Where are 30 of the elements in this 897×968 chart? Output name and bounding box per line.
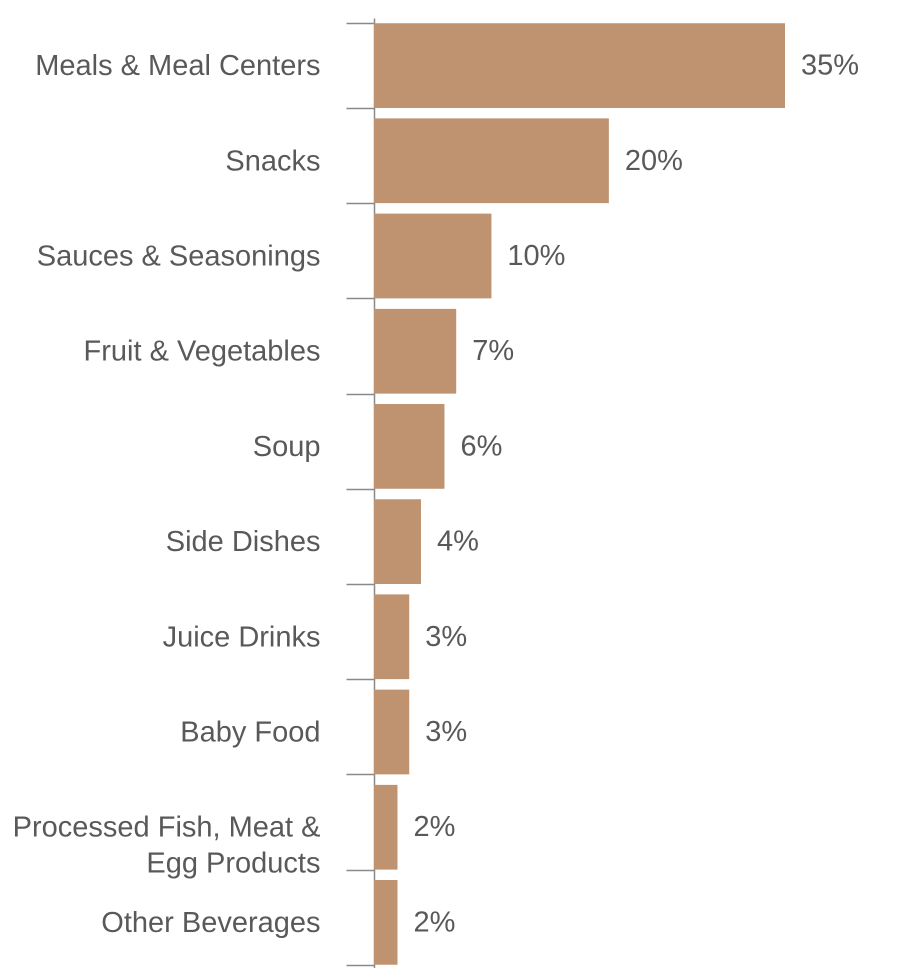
bar	[374, 214, 492, 298]
bar	[374, 118, 609, 204]
data-label: 35%	[801, 50, 860, 82]
y-tick-label: Fruit & Vegetables	[84, 336, 320, 368]
bar	[374, 690, 410, 774]
data-label: 2%	[413, 906, 456, 938]
data-label: 3%	[425, 716, 468, 748]
data-label: 7%	[472, 335, 514, 368]
data-label: 4%	[436, 526, 479, 558]
data-label: 20%	[624, 144, 683, 177]
bar	[374, 308, 456, 394]
y-tick-label: Side Dishes	[166, 526, 320, 558]
data-label: 6%	[460, 430, 502, 462]
bar	[374, 23, 785, 108]
bar	[374, 499, 421, 584]
y-tick-label: Sauces & Seasonings	[36, 240, 320, 272]
bar	[374, 784, 398, 870]
y-tick-label: Soup	[252, 430, 320, 463]
y-tick-label: Baby Food	[180, 716, 320, 748]
data-label: 2%	[413, 811, 456, 844]
bar	[374, 404, 444, 489]
bar	[374, 880, 398, 965]
y-tick-label: Meals & Meal Centers	[35, 50, 320, 82]
data-label: 3%	[425, 620, 468, 653]
y-tick-label: Other Beverages	[101, 906, 320, 939]
data-label: 10%	[507, 240, 566, 272]
y-tick-label: Snacks	[225, 145, 320, 178]
y-tick-label: Juice Drinks	[162, 621, 320, 654]
bar	[374, 594, 410, 680]
y-tick-label: Processed Fish, Meat & Egg Products	[12, 812, 320, 880]
